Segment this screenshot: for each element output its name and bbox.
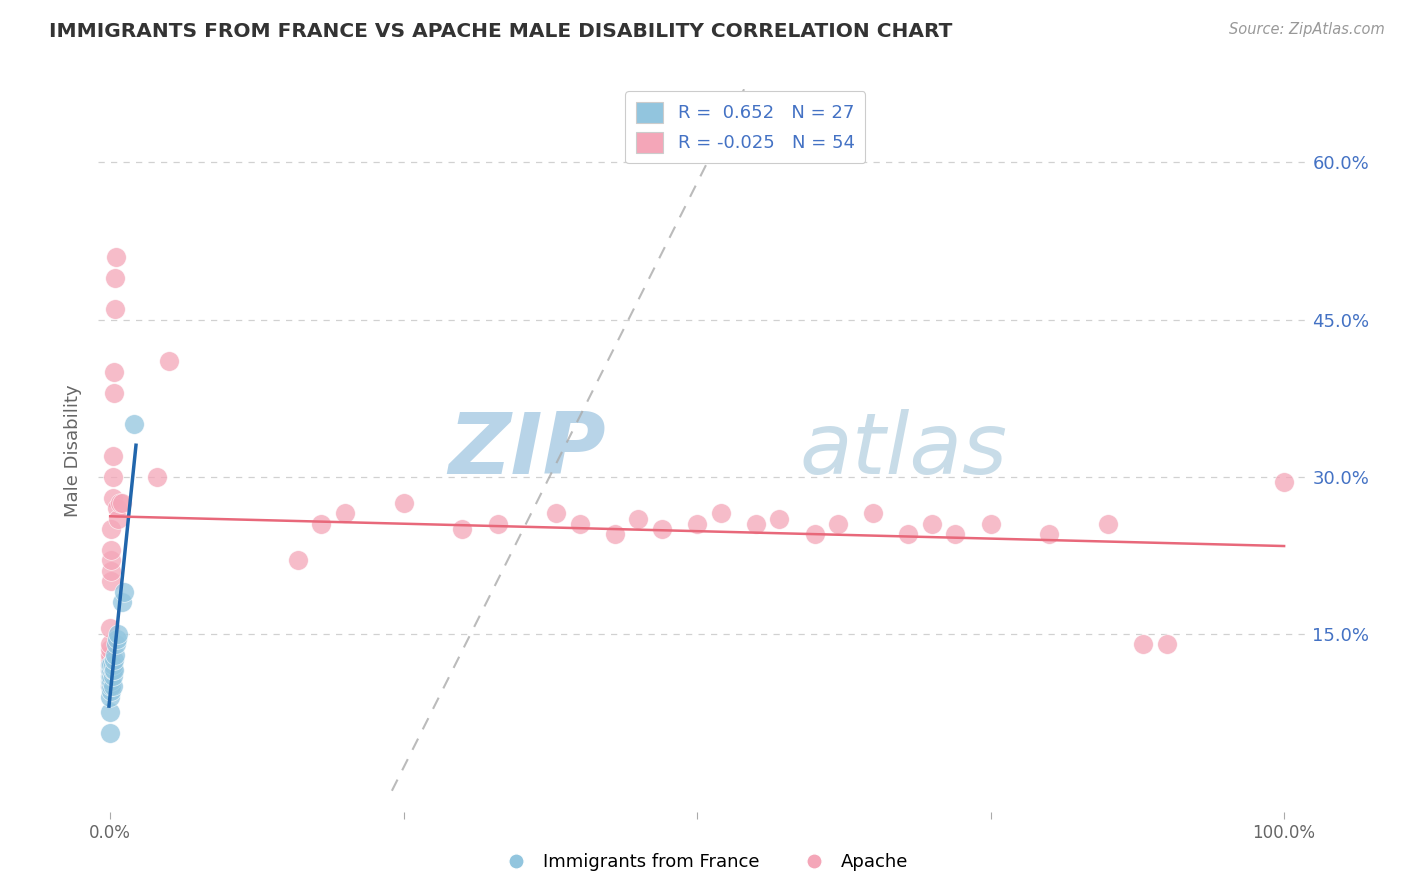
Point: [568, 516, 591, 531]
Point: [105, 632, 128, 646]
Point: [311, 516, 333, 531]
Point: [107, 511, 129, 525]
Point: [103, 385, 125, 400]
Point: [98, 664, 121, 678]
Point: [105, 637, 128, 651]
Point: [105, 250, 128, 264]
Point: [98, 622, 121, 636]
Point: [627, 511, 650, 525]
Point: [745, 516, 768, 531]
Point: [101, 469, 124, 483]
Point: [98, 679, 121, 693]
Point: [603, 527, 626, 541]
Point: [1097, 516, 1119, 531]
Y-axis label: Male Disability: Male Disability: [65, 384, 83, 516]
Point: [803, 527, 825, 541]
Point: [98, 690, 121, 704]
Text: ZIP: ZIP: [449, 409, 606, 492]
Point: [392, 496, 415, 510]
Text: atlas: atlas: [800, 409, 1008, 492]
Point: [101, 664, 124, 678]
Point: [100, 522, 122, 536]
Point: [287, 553, 309, 567]
Point: [945, 527, 967, 541]
Point: [1132, 637, 1154, 651]
Point: [112, 584, 135, 599]
Point: [98, 726, 121, 740]
Point: [100, 684, 122, 698]
Point: [1038, 527, 1060, 541]
Text: IMMIGRANTS FROM FRANCE VS APACHE MALE DISABILITY CORRELATION CHART: IMMIGRANTS FROM FRANCE VS APACHE MALE DI…: [49, 22, 953, 41]
Point: [101, 658, 124, 673]
Point: [897, 527, 920, 541]
Point: [100, 553, 122, 567]
Point: [768, 511, 790, 525]
Point: [546, 506, 568, 520]
Point: [98, 637, 121, 651]
Point: [103, 365, 125, 379]
Point: [104, 648, 127, 662]
Point: [651, 522, 673, 536]
Point: [100, 564, 122, 578]
Point: [862, 506, 884, 520]
Point: [98, 679, 121, 693]
Legend: Immigrants from France, Apache: Immigrants from France, Apache: [491, 847, 915, 879]
Point: [122, 417, 145, 432]
Point: [157, 354, 180, 368]
Point: [98, 664, 121, 678]
Point: [100, 673, 122, 688]
Point: [107, 626, 129, 640]
Point: [103, 653, 125, 667]
Point: [104, 302, 127, 317]
Point: [101, 679, 124, 693]
Point: [98, 642, 121, 657]
Point: [104, 270, 127, 285]
Point: [1272, 475, 1295, 489]
Point: [111, 496, 134, 510]
Point: [100, 664, 122, 678]
Point: [980, 516, 1002, 531]
Point: [710, 506, 733, 520]
Point: [98, 658, 121, 673]
Point: [100, 574, 122, 589]
Point: [108, 496, 131, 510]
Point: [101, 491, 124, 505]
Point: [98, 658, 121, 673]
Point: [486, 516, 509, 531]
Point: [98, 673, 121, 688]
Point: [98, 648, 121, 662]
Point: [100, 679, 122, 693]
Point: [105, 501, 128, 516]
Point: [146, 469, 169, 483]
Text: Source: ZipAtlas.com: Source: ZipAtlas.com: [1229, 22, 1385, 37]
Point: [101, 668, 124, 682]
Point: [333, 506, 356, 520]
Point: [103, 664, 125, 678]
Point: [100, 658, 122, 673]
Point: [827, 516, 849, 531]
Point: [1156, 637, 1178, 651]
Point: [98, 653, 121, 667]
Point: [686, 516, 709, 531]
Legend: R =  0.652   N = 27, R = -0.025   N = 54: R = 0.652 N = 27, R = -0.025 N = 54: [626, 91, 866, 163]
Point: [111, 595, 134, 609]
Point: [98, 705, 121, 719]
Point: [100, 543, 122, 558]
Point: [98, 668, 121, 682]
Point: [451, 522, 474, 536]
Point: [100, 668, 122, 682]
Point: [921, 516, 943, 531]
Point: [101, 449, 124, 463]
